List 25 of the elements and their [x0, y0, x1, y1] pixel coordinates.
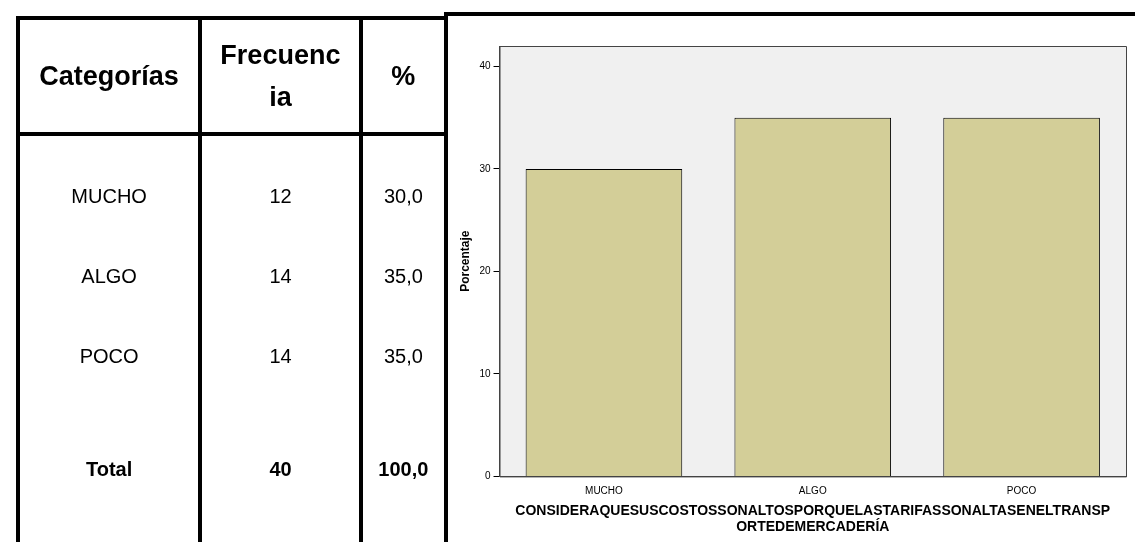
category-label: MUCHO	[71, 184, 147, 207]
category-label: POCO	[79, 344, 139, 367]
x-tick-label: ALGO	[798, 485, 827, 497]
category-label: Frecuencia	[202, 20, 363, 132]
text: 14	[269, 264, 292, 287]
y-tick-label: 40	[479, 60, 491, 72]
text: 30,0	[383, 184, 423, 207]
text: 14	[269, 344, 292, 367]
text: 35,0	[383, 344, 423, 367]
x-tick-label: MUCHO	[585, 485, 624, 497]
category-label: Categorías	[20, 20, 203, 132]
category-label: Total	[85, 458, 133, 480]
y-axis-title: Porcentaje	[457, 230, 472, 292]
x-tick-label: POCO	[1006, 485, 1037, 497]
text: 100,0	[378, 458, 429, 480]
text: 12	[269, 184, 292, 207]
category-label: ALGO	[81, 264, 137, 287]
y-tick-label: 30	[479, 162, 491, 174]
y-tick-label: 10	[479, 367, 491, 379]
x-axis-title: CONSIDERAQUESUSCOSTOSSONALTOSPORQUELASTARIFASSONALTASENELTRANSPORTEDEMERCADERÍA	[515, 501, 1111, 535]
y-tick-label: 0	[484, 470, 491, 482]
text: 35,0	[383, 264, 423, 287]
y-tick-label: 20	[479, 265, 491, 277]
category-label: %	[362, 20, 448, 132]
text: 40	[269, 458, 292, 480]
